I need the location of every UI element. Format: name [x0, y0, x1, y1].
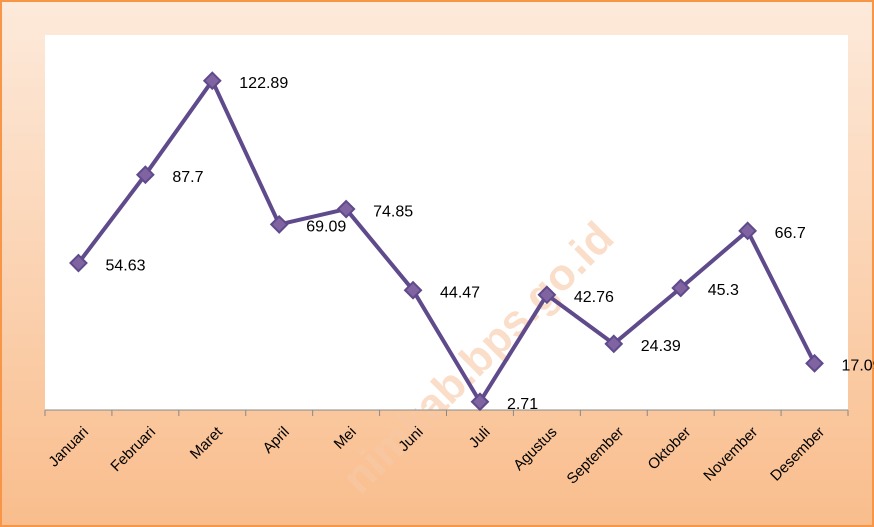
data-label: 74.85 — [373, 203, 413, 220]
data-label: 44.47 — [440, 284, 480, 301]
data-label: 122.89 — [239, 75, 288, 92]
data-label: 45.3 — [708, 282, 739, 299]
data-marker — [537, 285, 557, 305]
data-marker — [604, 334, 624, 354]
data-marker — [336, 199, 356, 219]
data-marker — [738, 221, 758, 241]
data-marker — [269, 215, 289, 234]
data-label: 69.09 — [306, 219, 346, 236]
data-label: 2.71 — [507, 396, 538, 413]
data-label: 87.7 — [172, 169, 203, 186]
data-label: 66.7 — [775, 225, 806, 242]
data-marker — [69, 253, 88, 273]
data-label: 42.76 — [574, 289, 614, 306]
data-marker — [671, 278, 691, 298]
series-line — [76, 78, 817, 404]
data-marker — [202, 71, 222, 91]
data-label: 17.09 — [842, 358, 874, 375]
data-marker — [470, 392, 490, 412]
data-marker — [805, 353, 824, 373]
data-label: 54.63 — [105, 257, 145, 274]
data-marker — [135, 165, 155, 185]
data-label: 24.39 — [641, 338, 681, 355]
data-marker — [403, 280, 423, 300]
